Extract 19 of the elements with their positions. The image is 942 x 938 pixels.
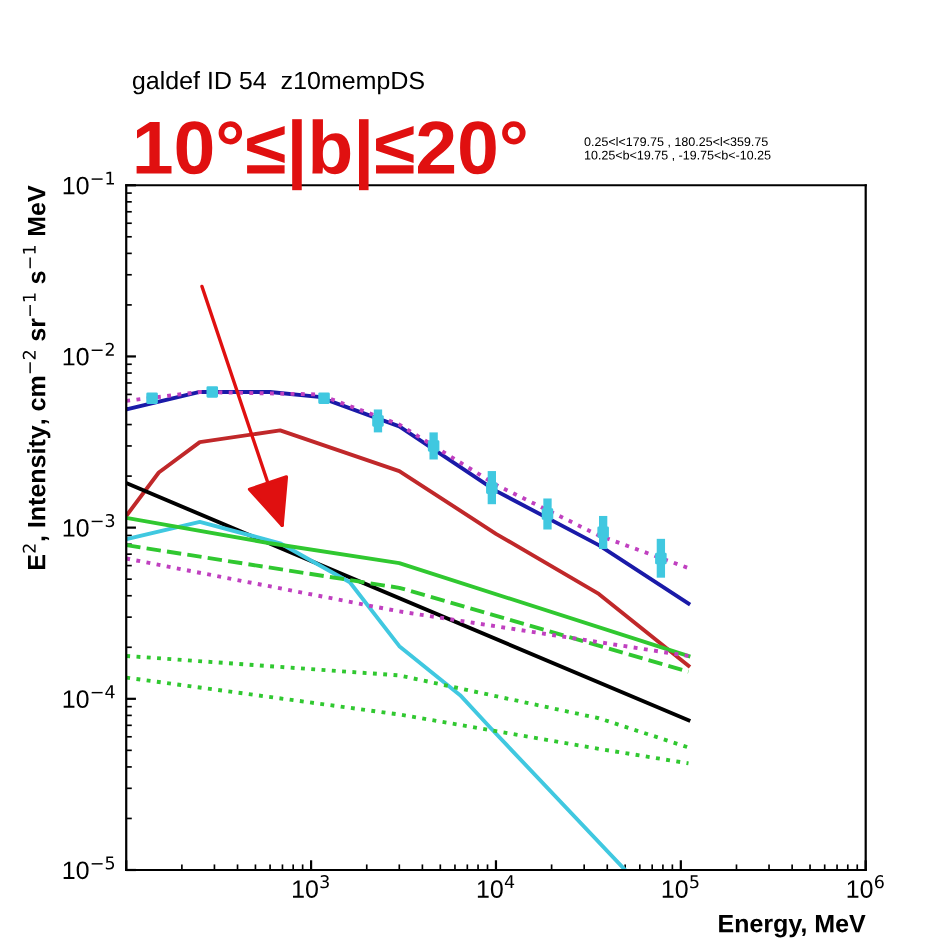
point bbox=[541, 508, 554, 520]
point bbox=[372, 415, 384, 427]
y-tick-label: 10$^{−3}$ bbox=[63, 513, 115, 537]
point bbox=[655, 552, 667, 565]
y-tick-label: 10$^{−5}$ bbox=[63, 856, 115, 880]
point bbox=[427, 440, 440, 452]
x-tick-label: 10$^{4}$ bbox=[477, 875, 515, 898]
y-tick-label: 10$^{−1}$ bbox=[63, 171, 114, 195]
chart-subtitle: 10°≤|b|≤20° bbox=[136, 119, 526, 191]
point bbox=[486, 482, 498, 494]
text: E$^{2}$, Intensity, cm$^{−2}$ sr$^{−1}$ s$^{−1}$ MeV bbox=[22, 185, 51, 570]
y-tick-label: 10$^{−4}$ bbox=[63, 685, 115, 708]
chart-title: galdef ID 54 z10mempDS bbox=[132, 70, 424, 95]
x-tick-label: 10$^{6}$ bbox=[847, 875, 884, 898]
y-tick-label: 10$^{−2}$ bbox=[63, 342, 114, 366]
x-tick-label: 10$^{5}$ bbox=[662, 875, 699, 898]
x-tick-label: 10$^{3}$ bbox=[293, 875, 329, 898]
point bbox=[597, 526, 609, 539]
x-axis-title: Energy, MeV bbox=[719, 914, 866, 938]
